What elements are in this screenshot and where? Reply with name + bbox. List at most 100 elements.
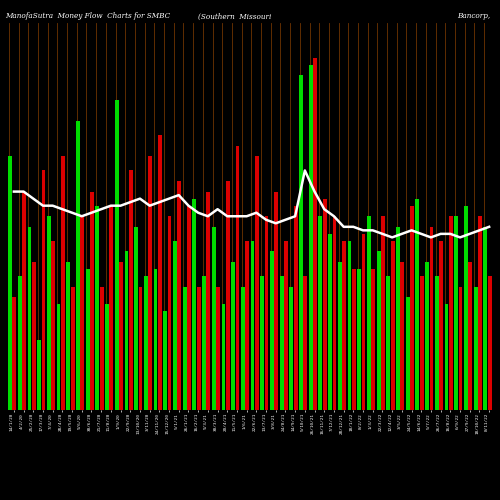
Bar xyxy=(124,252,128,410)
Bar xyxy=(80,216,84,410)
Bar xyxy=(187,206,191,410)
Bar xyxy=(22,192,26,410)
Bar xyxy=(444,304,448,410)
Bar xyxy=(274,192,278,410)
Bar xyxy=(138,286,142,410)
Bar xyxy=(144,276,148,410)
Bar xyxy=(129,170,132,410)
Bar xyxy=(478,216,482,410)
Bar xyxy=(197,286,200,410)
Bar xyxy=(158,135,162,410)
Bar xyxy=(420,276,424,410)
Bar xyxy=(246,241,249,410)
Bar xyxy=(410,206,414,410)
Text: ManofaSutra  Money Flow  Charts for SMBC: ManofaSutra Money Flow Charts for SMBC xyxy=(5,12,170,20)
Bar xyxy=(294,206,298,410)
Bar xyxy=(202,276,206,410)
Bar xyxy=(464,206,468,410)
Bar xyxy=(206,192,210,410)
Bar xyxy=(236,146,240,410)
Bar xyxy=(255,156,259,410)
Bar xyxy=(173,241,177,410)
Bar xyxy=(90,192,94,410)
Text: (Southern  Missouri: (Southern Missouri xyxy=(198,12,272,20)
Bar xyxy=(164,312,167,410)
Bar xyxy=(18,276,22,410)
Bar xyxy=(178,181,181,410)
Bar xyxy=(328,234,332,410)
Bar xyxy=(290,286,293,410)
Bar xyxy=(115,100,118,410)
Bar xyxy=(231,262,235,410)
Bar xyxy=(96,206,100,410)
Bar xyxy=(8,156,12,410)
Bar xyxy=(376,252,380,410)
Bar xyxy=(367,216,371,410)
Bar xyxy=(406,298,409,410)
Bar xyxy=(396,227,400,410)
Bar xyxy=(454,216,458,410)
Bar xyxy=(342,241,346,410)
Bar xyxy=(12,298,16,410)
Bar xyxy=(309,65,312,410)
Bar xyxy=(154,269,158,410)
Bar xyxy=(66,262,70,410)
Bar xyxy=(250,241,254,410)
Bar xyxy=(474,286,478,410)
Bar xyxy=(56,304,60,410)
Bar xyxy=(381,216,385,410)
Bar xyxy=(468,262,472,410)
Text: Bancorp,: Bancorp, xyxy=(457,12,490,20)
Bar xyxy=(110,206,114,410)
Bar xyxy=(47,216,51,410)
Bar xyxy=(134,227,138,410)
Bar xyxy=(400,262,404,410)
Bar xyxy=(439,241,443,410)
Bar xyxy=(338,262,342,410)
Bar xyxy=(70,286,74,410)
Bar xyxy=(216,286,220,410)
Bar xyxy=(52,241,55,410)
Bar xyxy=(270,252,274,410)
Bar xyxy=(488,276,492,410)
Bar xyxy=(458,286,462,410)
Bar xyxy=(61,156,65,410)
Bar xyxy=(86,269,89,410)
Bar xyxy=(32,262,35,410)
Bar xyxy=(425,262,429,410)
Bar xyxy=(332,216,336,410)
Bar xyxy=(226,181,230,410)
Bar xyxy=(168,216,172,410)
Bar xyxy=(264,216,268,410)
Bar xyxy=(212,227,216,410)
Bar xyxy=(484,227,487,410)
Bar xyxy=(386,276,390,410)
Bar xyxy=(299,76,303,410)
Bar xyxy=(435,276,438,410)
Bar xyxy=(222,304,226,410)
Bar xyxy=(280,276,283,410)
Bar xyxy=(105,304,109,410)
Bar xyxy=(313,58,317,410)
Bar xyxy=(390,241,394,410)
Bar xyxy=(37,340,41,410)
Bar xyxy=(304,276,308,410)
Bar xyxy=(76,121,80,410)
Bar xyxy=(430,227,434,410)
Bar xyxy=(182,286,186,410)
Bar xyxy=(348,241,352,410)
Bar xyxy=(358,269,361,410)
Bar xyxy=(148,156,152,410)
Bar xyxy=(100,286,103,410)
Bar xyxy=(318,216,322,410)
Bar xyxy=(260,276,264,410)
Bar xyxy=(362,234,366,410)
Bar xyxy=(42,170,46,410)
Bar xyxy=(28,227,32,410)
Bar xyxy=(352,269,356,410)
Bar xyxy=(449,216,453,410)
Bar xyxy=(119,262,123,410)
Bar xyxy=(241,286,244,410)
Bar xyxy=(372,269,375,410)
Bar xyxy=(192,198,196,410)
